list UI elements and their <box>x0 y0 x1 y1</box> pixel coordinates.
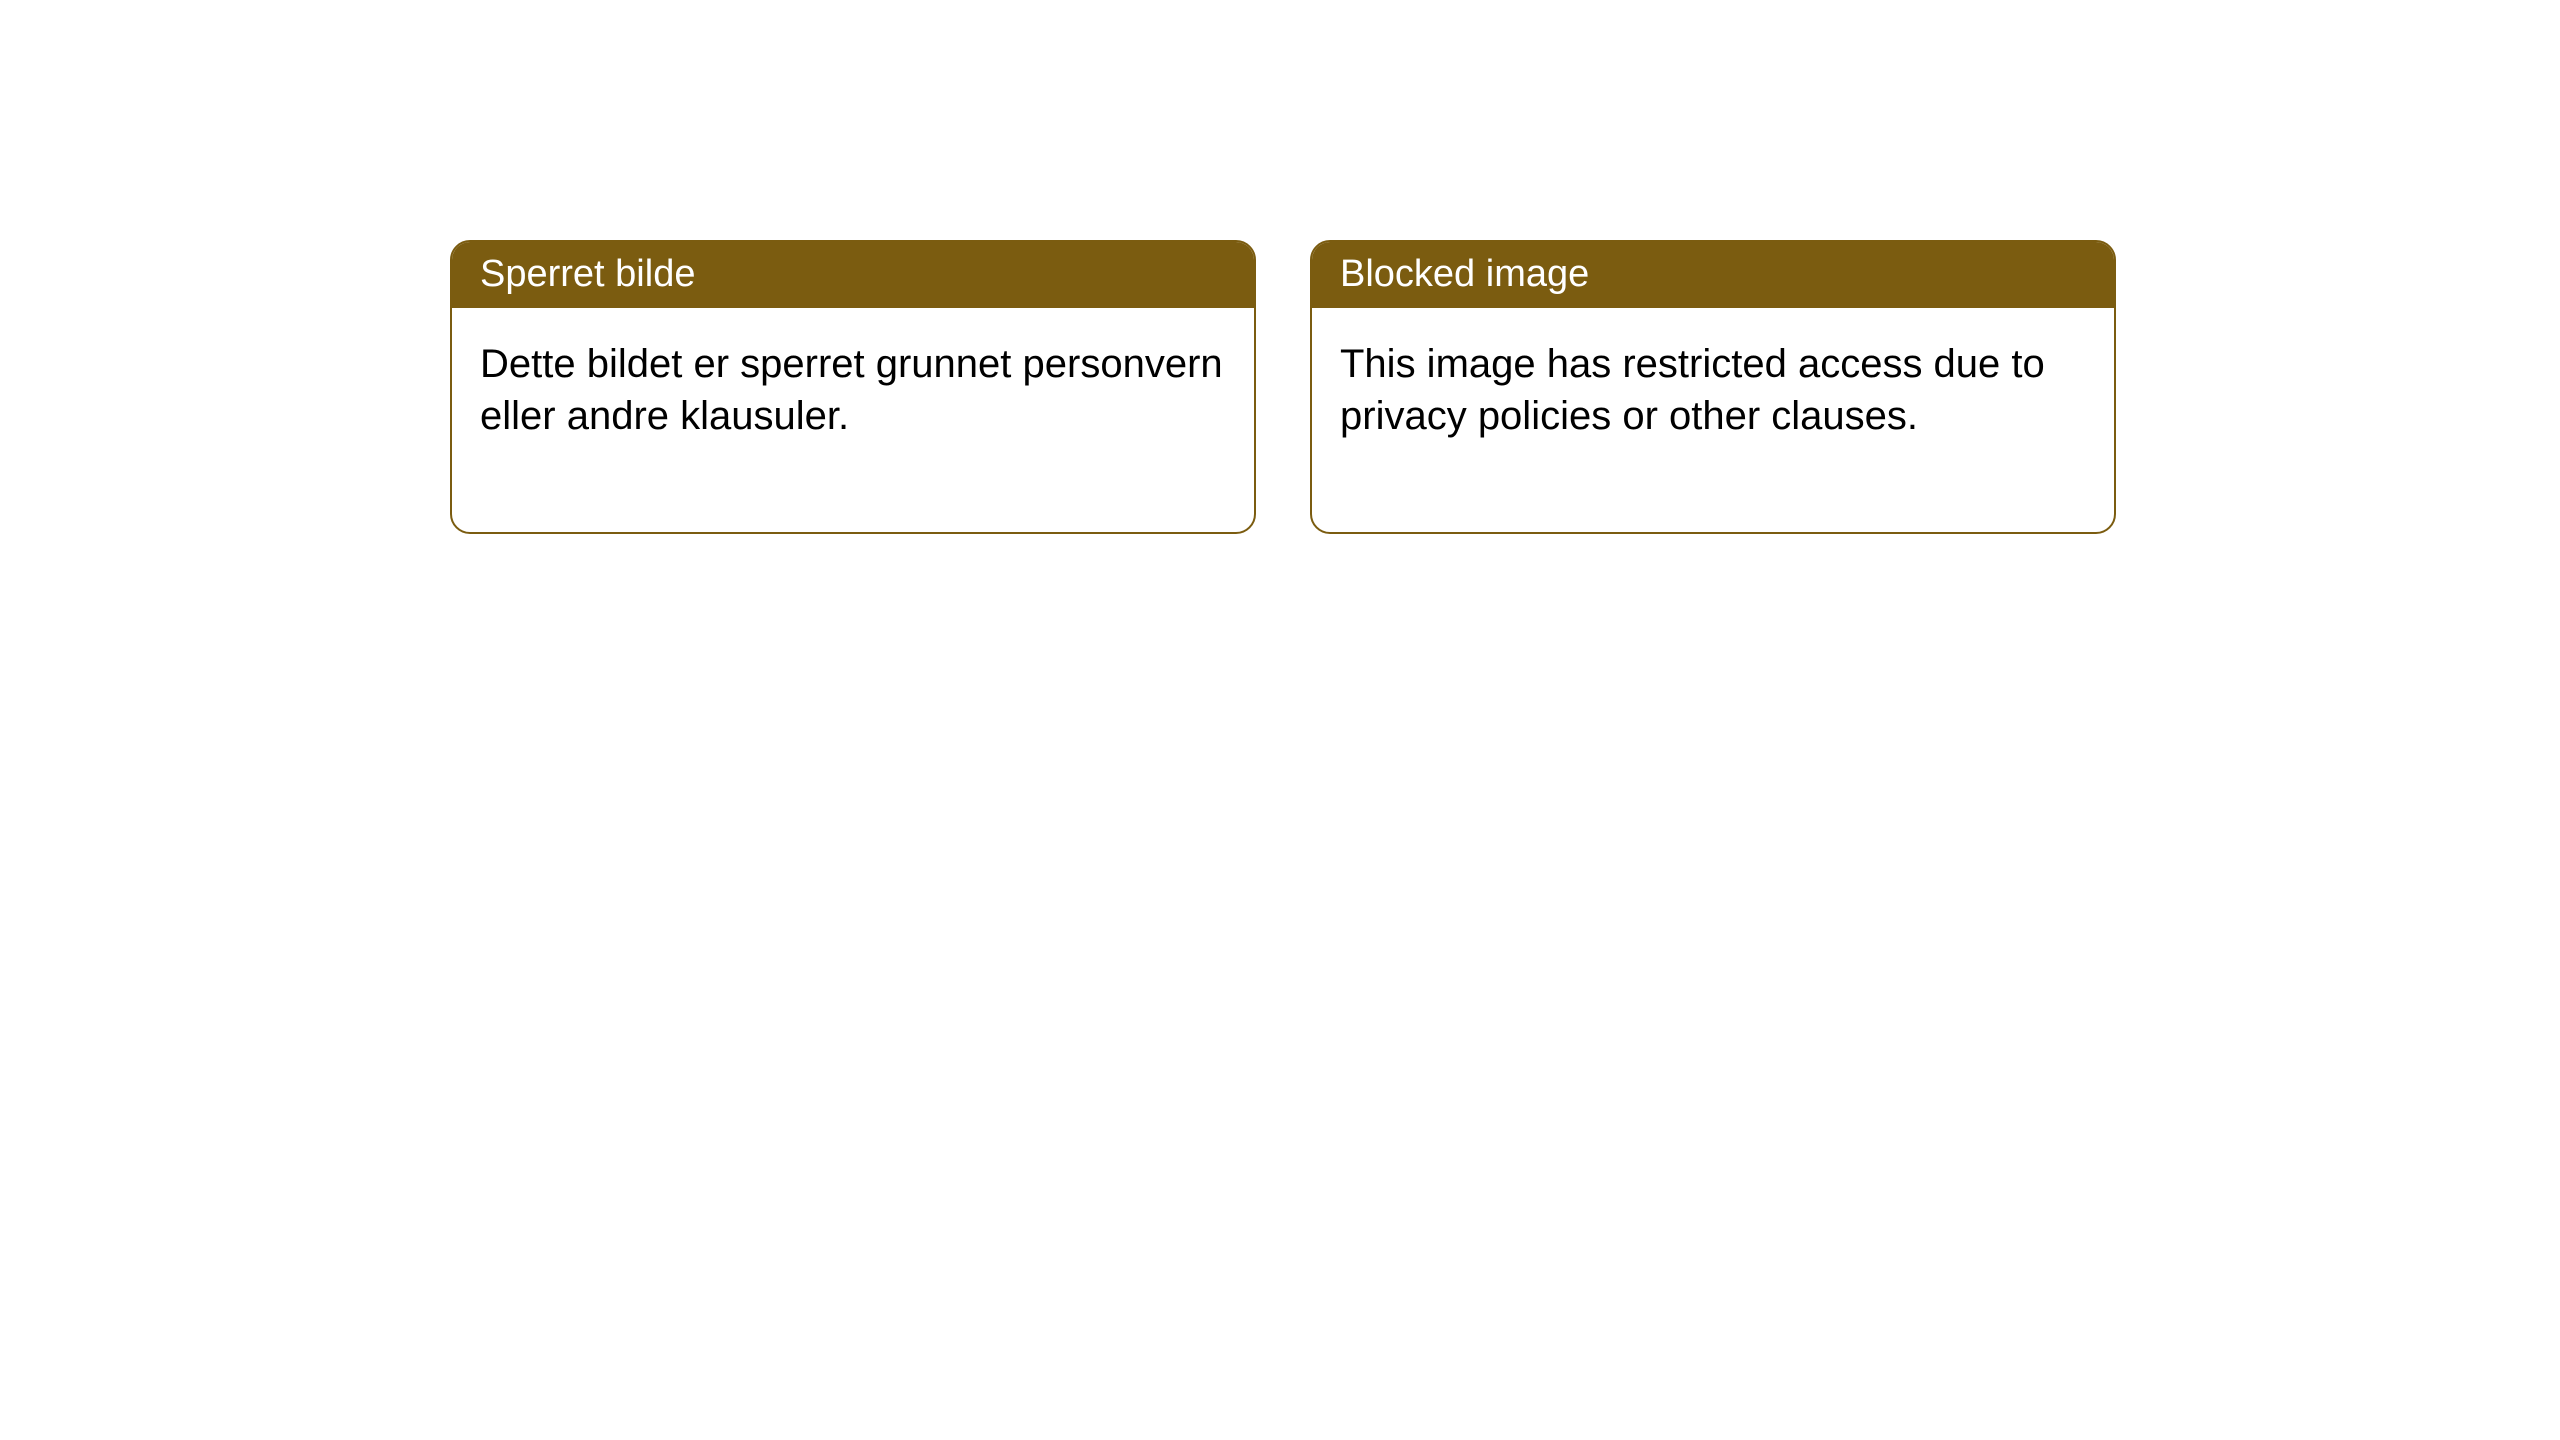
notice-card-body: Dette bildet er sperret grunnet personve… <box>452 308 1254 532</box>
notice-container: Sperret bilde Dette bildet er sperret gr… <box>0 0 2560 534</box>
notice-card-norwegian: Sperret bilde Dette bildet er sperret gr… <box>450 240 1256 534</box>
notice-card-title: Blocked image <box>1312 242 2114 308</box>
notice-card-body: This image has restricted access due to … <box>1312 308 2114 532</box>
notice-card-english: Blocked image This image has restricted … <box>1310 240 2116 534</box>
notice-card-title: Sperret bilde <box>452 242 1254 308</box>
